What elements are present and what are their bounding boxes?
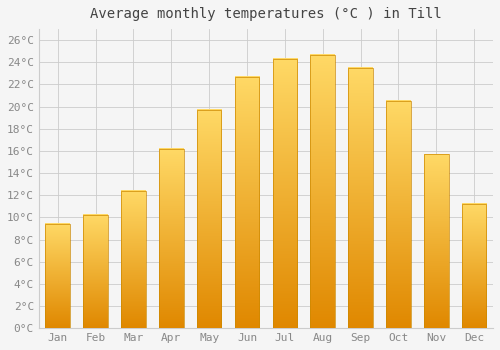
Title: Average monthly temperatures (°C ) in Till: Average monthly temperatures (°C ) in Ti…	[90, 7, 442, 21]
Bar	[462, 204, 486, 328]
Bar	[310, 55, 335, 328]
Bar	[197, 110, 222, 328]
Bar	[348, 68, 373, 328]
Bar	[272, 59, 297, 328]
Bar	[424, 154, 448, 328]
Bar	[386, 101, 410, 328]
Bar	[159, 149, 184, 328]
Bar	[46, 224, 70, 328]
Bar	[234, 77, 260, 328]
Bar	[84, 215, 108, 328]
Bar	[121, 191, 146, 328]
